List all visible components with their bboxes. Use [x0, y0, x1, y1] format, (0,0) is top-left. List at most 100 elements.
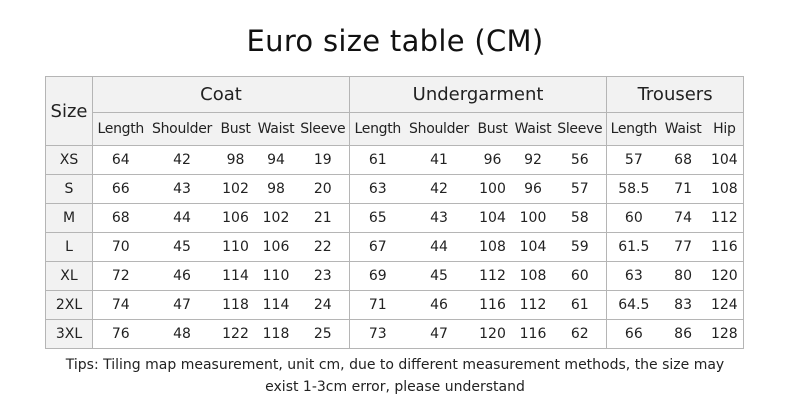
value-cell: 77 — [660, 232, 706, 262]
value-cell: 57 — [553, 174, 608, 204]
value-cell: 112 — [705, 203, 745, 233]
subheader-length: Length — [92, 112, 149, 146]
value-cell: 46 — [148, 261, 216, 291]
value-cell: 116 — [512, 319, 554, 349]
value-cell: 106 — [215, 203, 256, 233]
value-cell: 80 — [660, 261, 706, 291]
value-cell: 104 — [705, 145, 745, 175]
value-cell: 114 — [255, 290, 297, 320]
subheader-waist: Waist — [255, 112, 297, 146]
subheader-shoulder: Shoulder — [405, 112, 473, 146]
value-cell: 83 — [660, 290, 706, 320]
value-cell: 60 — [606, 203, 661, 233]
value-cell: 96 — [472, 145, 513, 175]
subheader-hip: Hip — [705, 112, 745, 146]
group-header-coat: Coat — [92, 76, 351, 113]
subheader-shoulder: Shoulder — [148, 112, 216, 146]
value-cell: 46 — [405, 290, 473, 320]
value-cell: 68 — [92, 203, 149, 233]
value-cell: 47 — [148, 290, 216, 320]
subheader-bust: Bust — [215, 112, 256, 146]
value-cell: 120 — [705, 261, 745, 291]
value-cell: 61 — [553, 290, 608, 320]
value-cell: 43 — [148, 174, 216, 204]
value-cell: 124 — [705, 290, 745, 320]
subheader-sleeve: Sleeve — [296, 112, 351, 146]
value-cell: 19 — [296, 145, 351, 175]
value-cell: 20 — [296, 174, 351, 204]
value-cell: 47 — [405, 319, 473, 349]
value-cell: 23 — [296, 261, 351, 291]
subheader-sleeve: Sleeve — [553, 112, 608, 146]
group-header-trousers: Trousers — [606, 76, 745, 113]
table-row: S 66 43 102 98 20 63 42 100 96 57 58.5 71 108 — [45, 174, 745, 204]
value-cell: 71 — [349, 290, 406, 320]
value-cell: 108 — [512, 261, 554, 291]
table-row: 3XL 76 48 122 118 25 73 47 120 116 62 66 86 128 — [45, 319, 745, 349]
table-row: 2XL 74 47 118 114 24 71 46 116 112 61 64.5 83 124 — [45, 290, 745, 320]
value-cell: 59 — [553, 232, 608, 262]
tips-line-1: Tips: Tiling map measurement, unit cm, d… — [65, 357, 725, 373]
value-cell: 100 — [512, 203, 554, 233]
value-cell: 122 — [215, 319, 256, 349]
group-header-undergarment: Undergarment — [349, 76, 608, 113]
value-cell: 21 — [296, 203, 351, 233]
value-cell: 73 — [349, 319, 406, 349]
value-cell: 45 — [148, 232, 216, 262]
size-cell: 3XL — [45, 319, 93, 349]
value-cell: 118 — [215, 290, 256, 320]
table-row: XS 64 42 98 94 19 61 41 96 92 56 57 68 104 — [45, 145, 745, 175]
subheader-row: Length Shoulder Bust Waist Sleeve Length Shoul… — [46, 112, 745, 146]
value-cell: 43 — [405, 203, 473, 233]
page-title: Euro size table (CM) — [246, 24, 544, 58]
group-header-row: Size Coat Undergarment Trousers — [45, 76, 745, 146]
value-cell: 76 — [92, 319, 149, 349]
size-cell: L — [45, 232, 93, 262]
size-header: Size — [45, 76, 93, 146]
value-cell: 63 — [606, 261, 661, 291]
value-cell: 67 — [349, 232, 406, 262]
value-cell: 63 — [349, 174, 406, 204]
value-cell: 69 — [349, 261, 406, 291]
value-cell: 57 — [606, 145, 661, 175]
size-cell: M — [45, 203, 93, 233]
value-cell: 102 — [255, 203, 297, 233]
value-cell: 110 — [215, 232, 256, 262]
value-cell: 94 — [255, 145, 297, 175]
size-cell: 2XL — [45, 290, 93, 320]
value-cell: 64.5 — [606, 290, 661, 320]
value-cell: 96 — [512, 174, 554, 204]
value-cell: 118 — [255, 319, 297, 349]
value-cell: 66 — [606, 319, 661, 349]
value-cell: 45 — [405, 261, 473, 291]
value-cell: 71 — [660, 174, 706, 204]
table-row: M 68 44 106 102 21 65 43 104 100 58 60 74 112 — [45, 203, 745, 233]
value-cell: 104 — [472, 203, 513, 233]
size-cell: XL — [45, 261, 93, 291]
table-row: XL 72 46 114 110 23 69 45 112 108 60 63 80 120 — [45, 261, 745, 291]
table-row: L 70 45 110 106 22 67 44 108 104 59 61.5 77 116 — [45, 232, 745, 262]
value-cell: 58.5 — [606, 174, 661, 204]
value-cell: 116 — [472, 290, 513, 320]
value-cell: 58 — [553, 203, 608, 233]
value-cell: 106 — [255, 232, 297, 262]
value-cell: 86 — [660, 319, 706, 349]
value-cell: 128 — [705, 319, 745, 349]
value-cell: 24 — [296, 290, 351, 320]
value-cell: 72 — [92, 261, 149, 291]
value-cell: 70 — [92, 232, 149, 262]
value-cell: 116 — [705, 232, 745, 262]
value-cell: 42 — [148, 145, 216, 175]
value-cell: 61.5 — [606, 232, 661, 262]
value-cell: 102 — [215, 174, 256, 204]
tips-line-2: exist 1-3cm error, please understand — [265, 379, 525, 395]
subheader-waist: Waist — [512, 112, 554, 146]
subheader-length: Length — [349, 112, 406, 146]
value-cell: 44 — [405, 232, 473, 262]
value-cell: 112 — [472, 261, 513, 291]
size-cell: XS — [45, 145, 93, 175]
value-cell: 44 — [148, 203, 216, 233]
value-cell: 62 — [553, 319, 608, 349]
value-cell: 60 — [553, 261, 608, 291]
value-cell: 98 — [215, 145, 256, 175]
